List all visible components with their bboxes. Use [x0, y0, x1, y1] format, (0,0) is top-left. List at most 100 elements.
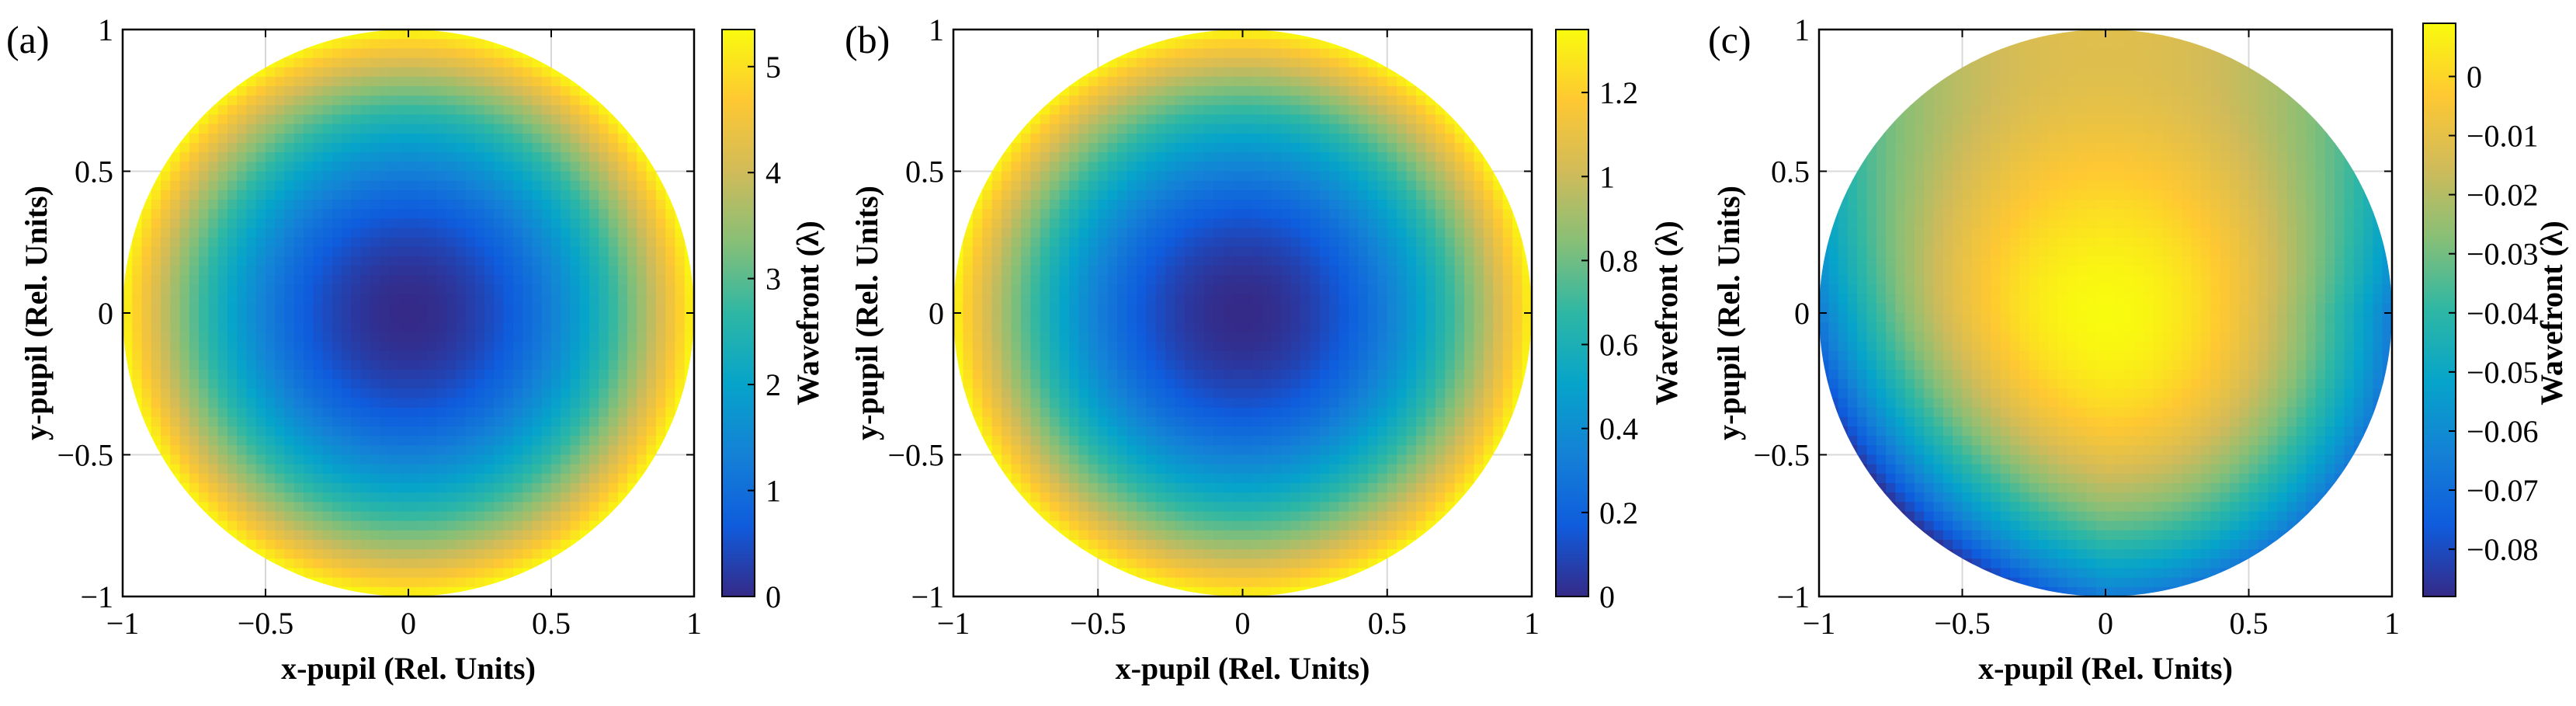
wavefront-cell	[342, 520, 352, 531]
wavefront-cell	[246, 360, 257, 370]
wavefront-cell	[522, 492, 533, 503]
wavefront-cell	[332, 407, 342, 418]
wavefront-cell	[474, 96, 485, 106]
wavefront-cell	[199, 143, 210, 153]
wavefront-cell	[1098, 123, 1109, 134]
wavefront-cell	[237, 171, 248, 182]
wavefront-cell	[551, 133, 562, 144]
wavefront-cell	[646, 209, 657, 220]
wavefront-cell	[313, 218, 324, 229]
wavefront-cell	[1281, 294, 1292, 304]
wavefront-cell	[1194, 96, 1205, 106]
wavefront-cell	[1194, 577, 1205, 588]
wavefront-cell	[1175, 398, 1186, 409]
wavefront-cell	[275, 284, 286, 295]
wavefront-cell	[255, 416, 266, 427]
wavefront-cell	[599, 246, 609, 257]
wavefront-cell	[332, 123, 342, 134]
wavefront-cell	[1175, 492, 1186, 503]
wavefront-cell	[208, 473, 219, 484]
wavefront-cell	[275, 511, 286, 522]
wavefront-cell	[266, 256, 276, 266]
wavefront-cell	[1281, 473, 1292, 484]
wavefront-cell	[1262, 266, 1272, 276]
wavefront-cell	[579, 464, 590, 475]
wavefront-cell	[551, 123, 562, 134]
wavefront-cell	[275, 152, 286, 163]
wavefront-cell	[1155, 237, 1166, 248]
wavefront-cell	[494, 558, 505, 569]
wavefront-cell	[246, 445, 257, 456]
wavefront-cell	[1252, 228, 1263, 238]
wavefront-cell	[1175, 200, 1186, 210]
wavefront-cell	[456, 540, 467, 550]
wavefront-cell	[1252, 48, 1263, 59]
wavefront-cell	[1194, 322, 1205, 333]
wavefront-cell	[246, 464, 257, 475]
wavefront-cell	[418, 549, 429, 560]
wavefront-cell	[1050, 464, 1061, 475]
wavefront-cell	[284, 464, 295, 475]
wavefront-cell	[484, 341, 495, 352]
wavefront-cell	[541, 540, 552, 550]
wavefront-cell	[227, 190, 238, 200]
wavefront-cell	[1146, 190, 1157, 200]
wavefront-cell	[313, 464, 324, 475]
wavefront-cell	[1136, 454, 1147, 465]
wavefront-cell	[522, 275, 533, 286]
wavefront-cell	[1020, 473, 1032, 484]
wavefront-cell	[953, 294, 964, 304]
wavefront-cell	[522, 502, 533, 513]
wavefront-cell	[991, 398, 1002, 409]
wavefront-cell	[1155, 568, 1166, 579]
wavefront-cell	[561, 143, 571, 153]
wavefront-cell	[427, 379, 438, 390]
wavefront-cell	[1165, 350, 1176, 361]
wavefront-cell	[494, 530, 505, 541]
wavefront-cell	[1252, 303, 1263, 314]
wavefront-cell	[332, 511, 342, 522]
wavefront-cell	[1223, 209, 1234, 220]
wavefront-cell	[551, 162, 562, 172]
wavefront-cell	[1078, 407, 1089, 418]
wavefront-cell	[189, 332, 200, 343]
wavefront-cell	[1059, 133, 1070, 144]
wavefront-cell	[1040, 209, 1050, 220]
wavefront-cell	[1020, 483, 1032, 493]
wavefront-cell	[208, 246, 219, 257]
wavefront-cell	[1281, 426, 1292, 436]
wavefront-cell	[313, 360, 324, 370]
wavefront-cell	[293, 218, 304, 229]
wavefront-cell	[1165, 218, 1176, 229]
wavefront-cell	[255, 483, 266, 493]
wavefront-cell	[522, 171, 533, 182]
wavefront-cell	[151, 294, 161, 304]
wavefront-cell	[275, 96, 286, 106]
wavefront-cell	[408, 303, 419, 314]
wavefront-cell	[380, 426, 391, 436]
wavefront-cell	[589, 190, 600, 200]
wavefront-cell	[141, 379, 152, 390]
wavefront-cell	[398, 114, 409, 125]
wavefront-cell	[217, 246, 228, 257]
wavefront-cell	[963, 350, 974, 361]
wavefront-cell	[655, 294, 666, 304]
wavefront-cell	[170, 416, 181, 427]
wavefront-cell	[589, 303, 600, 314]
wavefront-cell	[275, 426, 286, 436]
wavefront-cell	[351, 48, 362, 59]
wavefront-cell	[532, 228, 543, 238]
wavefront-cell	[370, 549, 380, 560]
wavefront-cell	[1107, 426, 1118, 436]
wavefront-cell	[1281, 67, 1292, 78]
wavefront-cell	[322, 558, 333, 569]
wavefront-cell	[161, 275, 172, 286]
wavefront-cell	[1059, 246, 1070, 257]
wavefront-cell	[446, 313, 457, 323]
wavefront-cell	[963, 341, 974, 352]
wavefront-cell	[465, 209, 476, 220]
wavefront-cell	[1078, 370, 1089, 380]
wavefront-cell	[227, 426, 238, 436]
wavefront-cell	[1242, 426, 1253, 436]
wavefront-cell	[1175, 96, 1186, 106]
